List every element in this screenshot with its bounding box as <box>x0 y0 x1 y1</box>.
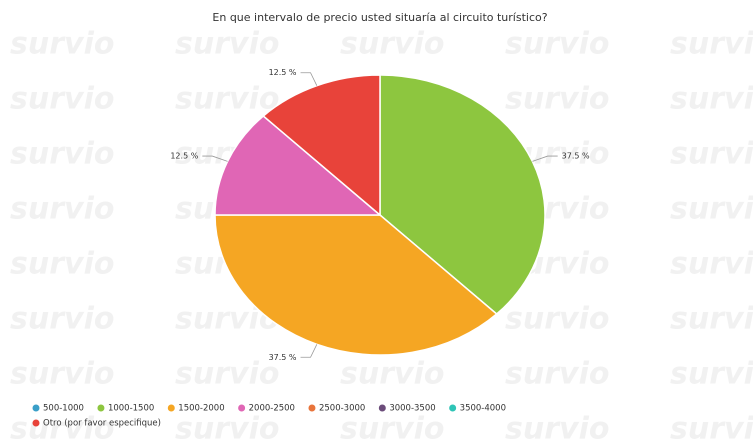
legend-item: 2500-3000 <box>308 404 365 414</box>
legend-item: Otro (por favor especifique) <box>32 419 161 429</box>
pie-slice <box>379 74 546 315</box>
watermark: survio <box>670 412 753 443</box>
legend-label: 3000-3500 <box>389 404 435 414</box>
watermark: survio <box>10 247 114 282</box>
watermark: survio <box>505 82 609 117</box>
legend-label: 2500-3000 <box>319 404 365 414</box>
legend-item: 500-1000 <box>32 404 84 414</box>
watermark: survio <box>670 247 753 282</box>
watermark: survio <box>175 412 279 443</box>
watermark: survio <box>505 357 609 392</box>
watermark: survio <box>670 82 753 117</box>
data-label: 37.5 % <box>269 353 297 362</box>
watermark: survio <box>670 137 753 172</box>
pie-slice <box>262 74 381 217</box>
watermark: survio <box>10 137 114 172</box>
watermark: survio <box>10 82 114 117</box>
watermark: survio <box>340 357 444 392</box>
legend-marker <box>378 404 386 412</box>
watermark: survio <box>505 27 609 62</box>
legend-marker <box>167 404 175 412</box>
legend-item: 1000-1500 <box>97 404 154 414</box>
legend-item: 1500-2000 <box>167 404 225 414</box>
data-label: 12.5 % <box>269 68 297 77</box>
watermark: survio <box>670 302 753 337</box>
legend-label: 500-1000 <box>43 404 84 414</box>
legend-label: 2000-2500 <box>249 404 295 414</box>
legend-marker <box>32 404 40 412</box>
pie-slice <box>214 214 498 356</box>
legend-marker <box>32 419 40 427</box>
watermark: survio <box>10 302 114 337</box>
leader-line <box>300 72 318 86</box>
watermark: survio <box>670 192 753 227</box>
watermark: survio <box>505 412 609 443</box>
watermark: survio <box>670 27 753 62</box>
watermark: survio <box>670 357 753 392</box>
legend-marker <box>308 404 316 412</box>
watermark: survio <box>340 27 444 62</box>
data-label: 37.5 % <box>562 152 590 161</box>
watermark: survio <box>175 357 279 392</box>
watermark: survio <box>10 412 114 443</box>
watermark: survio <box>175 27 279 62</box>
watermark: survio <box>10 357 114 392</box>
legend-label: 1500-2000 <box>178 404 224 414</box>
legend-item: 2000-2500 <box>238 404 295 414</box>
legend-label: 3500-4000 <box>460 404 506 414</box>
watermark: survio <box>175 82 279 117</box>
legend-item: 3500-4000 <box>449 404 506 414</box>
leader-line <box>202 155 228 162</box>
legend-label: Otro (por favor especifique) <box>43 419 161 429</box>
pie-slice <box>214 115 383 216</box>
watermark: survio <box>10 192 114 227</box>
chart-title: En que intervalo de precio usted situarí… <box>212 11 547 24</box>
legend-label: 1000-1500 <box>108 404 154 414</box>
data-label: 12.5 % <box>170 152 198 161</box>
leader-line <box>532 155 558 162</box>
legend-marker <box>97 404 105 412</box>
watermark: survio <box>505 302 609 337</box>
legend-marker <box>449 404 457 412</box>
leader-line <box>300 344 318 358</box>
legend-marker <box>238 404 246 412</box>
legend-item: 3000-3500 <box>378 404 436 414</box>
watermark: survio <box>10 27 114 62</box>
watermark: survio <box>340 412 444 443</box>
